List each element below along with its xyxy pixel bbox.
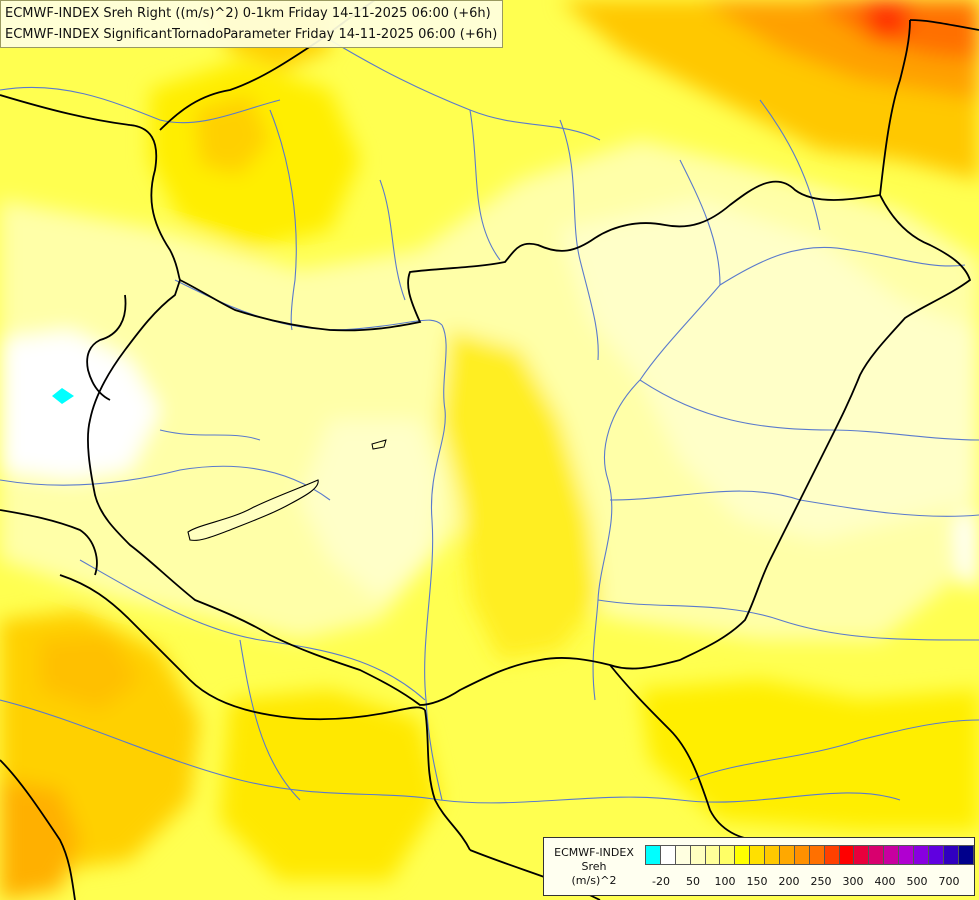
legend-tick-label: 50 (686, 875, 700, 888)
field-very-pale-center (300, 420, 440, 600)
river-balaton-area (159, 429, 261, 441)
legend-swatch (674, 845, 691, 865)
border-austria-slovakia (0, 94, 181, 281)
legend-swatches (645, 845, 974, 865)
border-serbia-romania (609, 664, 761, 841)
border-croatia-hungary (59, 574, 426, 721)
river-sw-1 (239, 639, 301, 801)
field-white-east (955, 510, 979, 590)
legend-swatch (749, 845, 766, 865)
river-west-1 (0, 465, 331, 501)
legend-swatch (764, 845, 781, 865)
legend-swatch (838, 845, 855, 865)
legend: ECMWF-INDEX Sreh (m/s)^2 -20 50 100 150 200 2… (543, 837, 975, 896)
border-hungary (87, 180, 972, 706)
legend-swatch (719, 845, 736, 865)
legend-label-line3: (m/s)^2 (571, 874, 617, 887)
river-upper-tisza (719, 246, 966, 286)
cyan-spot (52, 388, 74, 404)
lake-small (371, 439, 387, 450)
field-very-pale-east (560, 200, 979, 540)
legend-swatch (808, 845, 825, 865)
legend-tick-label: 400 (874, 875, 896, 888)
border-poland-slovakia (909, 19, 979, 31)
legend-swatch (823, 845, 840, 865)
field-ne-red (860, 0, 910, 40)
legend-tick-label: 150 (746, 875, 768, 888)
field-nw-gold (195, 95, 270, 175)
river-north-3 (469, 109, 501, 261)
legend-tick-label: 300 (842, 875, 864, 888)
legend-swatch (853, 845, 870, 865)
river-top (0, 86, 281, 124)
legend-tick-label: 100 (714, 875, 736, 888)
field-south-yellow (220, 690, 440, 880)
river-north-4 (559, 119, 599, 361)
legend-swatch (868, 845, 885, 865)
field-se-yellow (640, 680, 979, 830)
legend-label-line1: ECMWF-INDEX (554, 846, 634, 859)
legend-swatch (689, 845, 706, 865)
lake-balaton (187, 479, 319, 541)
map-title-box: ECMWF-INDEX Sreh Right ((m/s)^2) 0-1km F… (0, 0, 504, 48)
legend-tick-label: 700 (938, 875, 960, 888)
border-slovenia-croatia (0, 759, 76, 900)
river-mures (597, 599, 979, 641)
field-sw-blob (40, 635, 140, 710)
legend-swatch (704, 845, 721, 865)
title-sreh: ECMWF-INDEX Sreh Right ((m/s)^2) 0-1km F… (5, 6, 491, 21)
legend-swatch (883, 845, 900, 865)
legend-swatch (927, 845, 944, 865)
border-serbia (424, 709, 471, 851)
legend-label: ECMWF-INDEX Sreh (m/s)^2 (546, 846, 642, 888)
border-slovakia-ukraine (879, 19, 911, 196)
legend-tick-label: 250 (810, 875, 832, 888)
legend-ticks: -20 50 100 150 200 250 300 400 500 700 (544, 875, 976, 889)
legend-swatch (659, 845, 676, 865)
rivers (0, 39, 979, 804)
river-ne-2 (759, 99, 821, 231)
legend-swatch (793, 845, 810, 865)
border-croatia-slovenia (0, 509, 98, 576)
field-center-yellow (440, 330, 600, 660)
legend-tick-label: 200 (778, 875, 800, 888)
legend-swatch (734, 845, 751, 865)
river-south-east (689, 719, 979, 781)
field-sw-orange (0, 780, 80, 900)
legend-tick-label: 500 (906, 875, 928, 888)
legend-tick-label: -20 (652, 875, 670, 888)
field-white-west (0, 330, 160, 480)
legend-swatch (913, 845, 929, 865)
river-top-2 (329, 39, 601, 141)
river-north-2 (379, 179, 406, 301)
legend-swatch (957, 845, 974, 865)
legend-swatch (779, 845, 795, 865)
legend-swatch (645, 845, 661, 865)
river-east-1 (639, 379, 979, 441)
border-austria-hungary-west (86, 294, 127, 401)
river-tisza (592, 284, 721, 701)
legend-swatch (942, 845, 959, 865)
title-stp: ECMWF-INDEX SignificantTornadoParameter … (5, 27, 498, 42)
river-danube-south (424, 324, 447, 801)
legend-swatch (898, 845, 915, 865)
river-sava (0, 699, 901, 804)
legend-label-line2: Sreh (581, 860, 607, 873)
river-north-1 (269, 109, 297, 331)
river-drava (79, 559, 426, 701)
